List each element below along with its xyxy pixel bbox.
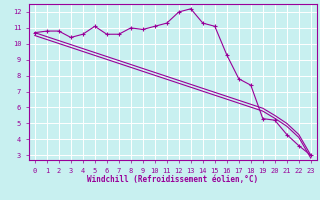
X-axis label: Windchill (Refroidissement éolien,°C): Windchill (Refroidissement éolien,°C): [87, 175, 258, 184]
